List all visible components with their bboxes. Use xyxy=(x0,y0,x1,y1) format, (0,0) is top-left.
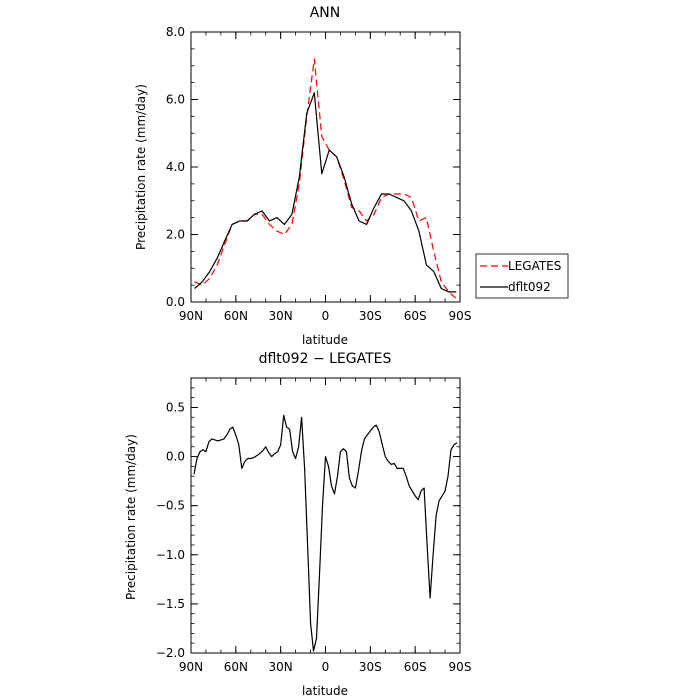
bottom-x-tick-label: 60S xyxy=(404,660,427,674)
bottom-x-tick-label: 0 xyxy=(322,660,330,674)
bottom-y-tick-label: −1.0 xyxy=(156,548,185,562)
top-y-tick-label: 8.0 xyxy=(166,25,185,39)
legend-label-dflt092: dflt092 xyxy=(508,280,551,294)
top-y-tick-label: 6.0 xyxy=(166,93,185,107)
bottom-x-tick-label: 30S xyxy=(359,660,382,674)
top-chart-ticks: 90N 60N 30N 0 30S 60S 90S 0.0 2.0 4.0 6.0 8.0 xyxy=(166,25,472,323)
bottom-y-tick-label: 0.0 xyxy=(166,450,185,464)
bottom-chart-panel: dflt092 − LEGATES 90N 60N 30N 0 30S 60S 90S 0.5… xyxy=(124,351,471,698)
bottom-chart-series-layer xyxy=(193,414,458,652)
bottom-y-tick-label: −1.5 xyxy=(156,597,185,611)
bottom-chart-ticks: 90N 60N 30N 0 30S 60S 90S 0.5 0.0 −0.5 −1.0 −1.5 −2.… xyxy=(156,377,472,674)
bottom-chart-frame xyxy=(190,377,461,654)
top-chart-panel: ANN 90N 60N 30N 0 30S 60S 90S 0.0 2.0 4.0 6.0 8.0 l… xyxy=(134,5,569,347)
top-x-tick-label: 30N xyxy=(269,309,293,323)
bottom-x-tick-label: 30N xyxy=(269,660,293,674)
top-y-tick-label: 2.0 xyxy=(166,228,185,242)
bottom-y-tick-label: −2.0 xyxy=(156,646,185,660)
bottom-y-tick-label: −0.5 xyxy=(156,499,185,513)
top-series-line-legates xyxy=(194,58,457,300)
bottom-series-line-difference xyxy=(193,414,458,652)
bottom-chart-title: dflt092 − LEGATES xyxy=(259,351,392,367)
top-chart-x-axis-label: latitude xyxy=(302,333,348,347)
bottom-y-tick-label: 0.5 xyxy=(166,400,185,414)
top-series-line-dflt092 xyxy=(194,92,457,293)
top-x-tick-label: 0 xyxy=(322,309,330,323)
top-x-tick-label: 30S xyxy=(359,309,382,323)
top-x-tick-label: 60N xyxy=(224,309,248,323)
legend-label-legates: LEGATES xyxy=(508,259,561,273)
top-x-tick-label: 90S xyxy=(449,309,472,323)
top-x-tick-label: 60S xyxy=(404,309,427,323)
top-chart-legend: LEGATES dflt092 xyxy=(475,253,569,299)
top-y-tick-label: 0.0 xyxy=(166,295,185,309)
bottom-x-tick-label: 60N xyxy=(224,660,248,674)
bottom-x-tick-label: 90N xyxy=(179,660,203,674)
top-chart-frame xyxy=(190,31,461,303)
legend-box xyxy=(475,253,569,299)
top-chart-series-layer xyxy=(194,58,457,300)
bottom-x-tick-label: 90S xyxy=(449,660,472,674)
top-x-tick-label: 90N xyxy=(179,309,203,323)
top-y-tick-label: 4.0 xyxy=(166,160,185,174)
bottom-chart-x-axis-label: latitude xyxy=(302,684,348,698)
top-chart-y-axis-label: Precipitation rate (mm/day) xyxy=(134,84,148,250)
top-chart-title: ANN xyxy=(310,5,341,21)
bottom-chart-y-axis-label: Precipitation rate (mm/day) xyxy=(124,434,138,600)
